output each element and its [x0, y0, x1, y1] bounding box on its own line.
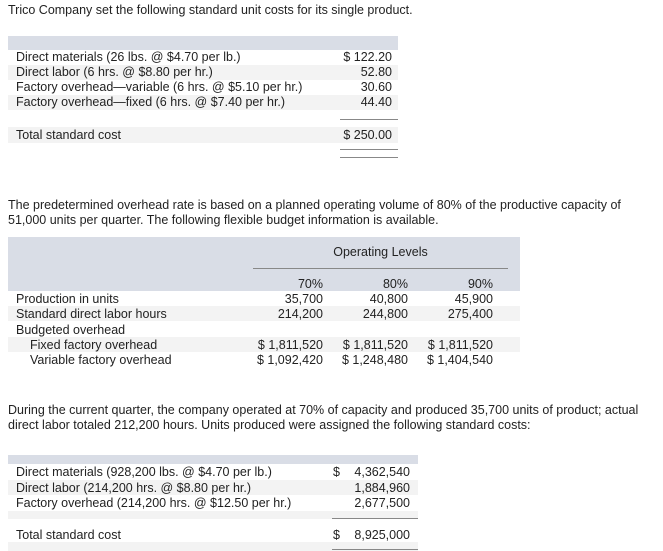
row-value: $ 122.20 — [343, 50, 392, 64]
cell: $ 1,248,480 — [341, 353, 408, 367]
cell: $ 1,811,520 — [257, 338, 323, 352]
row-label: Direct materials (928,200 lbs. @ $4.70 p… — [16, 465, 272, 479]
row-label: Direct materials (26 lbs. @ $4.70 per lb… — [16, 50, 241, 64]
row-label: Standard direct labor hours — [16, 307, 167, 321]
cell: 244,800 — [362, 307, 408, 321]
cell: 35,700 — [284, 292, 323, 306]
total-label: Total standard cost — [16, 528, 121, 542]
row-label: Production in units — [16, 292, 119, 306]
cell: 40,800 — [369, 292, 408, 306]
operating-levels-header: Operating Levels — [333, 245, 428, 259]
cell: 214,200 — [277, 307, 323, 321]
cell: 45,900 — [454, 292, 493, 306]
row-label: Fixed factory overhead — [30, 338, 158, 352]
row-value: 44.40 — [360, 95, 392, 109]
cell: $ 1,811,520 — [342, 338, 408, 352]
total-value: 8,925,000 — [354, 528, 410, 542]
row-value: 52.80 — [360, 65, 392, 79]
level-header: 80% — [382, 277, 408, 291]
row-label: Direct labor (214,200 hrs. @ $8.80 per h… — [16, 481, 252, 495]
row-label: Direct labor (6 hrs. @ $8.80 per hr.) — [16, 65, 213, 79]
total-label: Total standard cost — [16, 128, 121, 142]
cell: $ 1,811,520 — [427, 338, 493, 352]
cell: 275,400 — [447, 307, 493, 321]
row-label: Variable factory overhead — [30, 353, 172, 367]
total-value: $ 250.00 — [343, 128, 392, 142]
row-label: Factory overhead—variable (6 hrs. @ $5.1… — [16, 80, 303, 94]
row-label: Factory overhead (214,200 hrs. @ $12.50 … — [16, 496, 292, 510]
paragraph-current-quarter: During the current quarter, the company … — [8, 403, 639, 432]
row-value: 2,677,500 — [354, 496, 410, 510]
row-value: 30.60 — [360, 80, 392, 94]
currency-sign: $ — [333, 465, 340, 479]
row-value: 1,884,960 — [354, 481, 410, 495]
row-value: 4,362,540 — [354, 465, 410, 479]
row-label: Factory overhead—fixed (6 hrs. @ $7.40 p… — [16, 95, 286, 109]
intro-text: Trico Company set the following standard… — [8, 3, 413, 17]
paragraph-budget: The predetermined overhead rate is based… — [8, 198, 621, 227]
currency-sign: $ — [333, 528, 340, 542]
level-header: 90% — [467, 277, 493, 291]
cell: $ 1,092,420 — [256, 353, 323, 367]
cell: $ 1,404,540 — [426, 353, 493, 367]
row-label: Budgeted overhead — [16, 323, 126, 337]
level-header: 70% — [297, 277, 323, 291]
